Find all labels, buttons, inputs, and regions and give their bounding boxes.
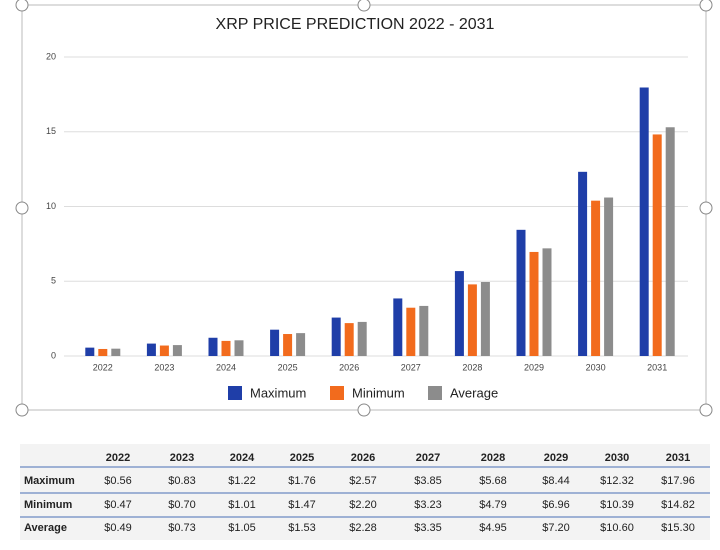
x-tick-label: 2025 (278, 362, 298, 372)
bar (85, 347, 95, 356)
table-cell: $0.73 (168, 522, 196, 534)
table-header: 2030 (605, 452, 629, 464)
table-cell: $2.57 (349, 475, 377, 487)
table-cell: $1.53 (288, 522, 316, 534)
x-tick-label: 2024 (216, 362, 236, 372)
table-cell: $1.76 (288, 475, 316, 487)
bar (665, 127, 675, 356)
bar (159, 345, 169, 356)
table-header: 2026 (351, 452, 375, 464)
table-cell: $1.05 (228, 522, 256, 534)
bar (221, 340, 231, 356)
bar (652, 134, 662, 356)
bar (296, 333, 306, 356)
table-row-label: Maximum (24, 475, 75, 487)
table-row-label: Minimum (24, 499, 72, 511)
table-header: 2028 (481, 452, 505, 464)
bar (604, 197, 614, 356)
legend-swatch (330, 386, 344, 400)
x-tick-label: 2026 (339, 362, 359, 372)
bar (591, 200, 601, 356)
table-cell: $6.96 (542, 499, 570, 511)
table-cell: $3.35 (414, 522, 442, 534)
table-header: 2027 (416, 452, 440, 464)
x-tick-label: 2028 (462, 362, 482, 372)
bar (529, 251, 539, 356)
bar (331, 317, 341, 356)
table-header: 2025 (290, 452, 314, 464)
table-header: 2031 (666, 452, 690, 464)
x-tick-label: 2027 (401, 362, 421, 372)
bar (393, 298, 403, 356)
bar (234, 340, 244, 356)
x-tick-label: 2030 (586, 362, 606, 372)
bar (419, 305, 429, 356)
y-tick-label: 0 (51, 350, 56, 360)
table-cell: $0.83 (168, 475, 196, 487)
y-tick-label: 5 (51, 276, 56, 286)
table-cell: $12.32 (600, 475, 634, 487)
table-cell: $17.96 (661, 475, 695, 487)
legend-label: Average (450, 385, 498, 400)
legend-swatch (428, 386, 442, 400)
table-cell: $1.47 (288, 499, 316, 511)
table-cell: $0.70 (168, 499, 196, 511)
bar (454, 271, 464, 356)
bar (283, 334, 293, 356)
table-cell: $7.20 (542, 522, 570, 534)
x-tick-label: 2029 (524, 362, 544, 372)
table-header: 2024 (230, 452, 255, 464)
chart-title: XRP PRICE PREDICTION 2022 - 2031 (216, 16, 495, 33)
bar (98, 348, 108, 356)
table-cell: $1.22 (228, 475, 256, 487)
x-tick-label: 2031 (647, 362, 667, 372)
bar (406, 307, 416, 356)
legend-swatch (228, 386, 242, 400)
bar (542, 248, 552, 356)
table-cell: $0.56 (104, 475, 132, 487)
bar (146, 343, 156, 356)
legend-label: Maximum (250, 385, 306, 400)
table-cell: $2.20 (349, 499, 377, 511)
x-tick-label: 2023 (154, 362, 174, 372)
table-cell: $14.82 (661, 499, 695, 511)
bar (344, 323, 354, 356)
y-tick-label: 15 (46, 126, 56, 136)
bar (516, 229, 526, 356)
bar (578, 171, 588, 356)
table-header: 2023 (170, 452, 194, 464)
table-header: 2029 (544, 452, 568, 464)
table-cell: $4.95 (479, 522, 507, 534)
bar (208, 337, 218, 356)
table-cell: $0.47 (104, 499, 132, 511)
table-cell: $10.60 (600, 522, 634, 534)
y-tick-label: 20 (46, 51, 56, 61)
y-tick-label: 10 (46, 201, 56, 211)
table-cell: $4.79 (479, 499, 507, 511)
table-cell: $1.01 (228, 499, 256, 511)
bar (172, 345, 182, 356)
table-cell: $3.85 (414, 475, 442, 487)
table-cell: $0.49 (104, 522, 132, 534)
table-bg (20, 444, 710, 540)
table-cell: $2.28 (349, 522, 377, 534)
bar (357, 321, 367, 356)
legend-label: Minimum (352, 385, 405, 400)
table-row-label: Average (24, 522, 67, 534)
bar (111, 348, 121, 356)
bar (467, 284, 477, 356)
table-cell: $10.39 (600, 499, 634, 511)
frame-handles (15, 0, 713, 417)
bar (480, 281, 490, 356)
bar (270, 329, 280, 356)
table-cell: $5.68 (479, 475, 507, 487)
x-tick-label: 2022 (93, 362, 113, 372)
table-cell: $3.23 (414, 499, 442, 511)
bar (639, 87, 649, 357)
table-cell: $8.44 (542, 475, 570, 487)
table-cell: $15.30 (661, 522, 695, 534)
table-header: 2022 (106, 452, 130, 464)
